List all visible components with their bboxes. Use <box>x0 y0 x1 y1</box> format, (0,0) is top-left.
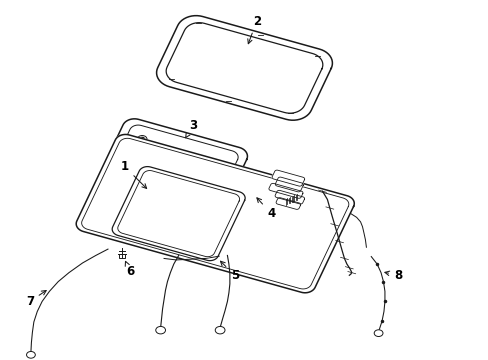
Polygon shape <box>276 198 300 210</box>
Text: 1: 1 <box>121 161 146 188</box>
Text: 7: 7 <box>26 291 46 308</box>
Polygon shape <box>156 16 332 120</box>
Polygon shape <box>268 183 303 198</box>
Polygon shape <box>275 177 303 192</box>
Circle shape <box>373 330 382 337</box>
Text: 4: 4 <box>256 198 275 220</box>
Circle shape <box>137 135 147 143</box>
Text: 8: 8 <box>384 269 402 282</box>
Text: 5: 5 <box>220 261 238 282</box>
Polygon shape <box>166 23 322 113</box>
Text: 3: 3 <box>185 119 197 138</box>
Text: 6: 6 <box>125 261 134 278</box>
Circle shape <box>140 138 144 141</box>
Polygon shape <box>115 119 247 181</box>
Circle shape <box>215 327 224 334</box>
Bar <box>119 253 124 258</box>
Text: 2: 2 <box>247 15 260 44</box>
Polygon shape <box>112 167 244 261</box>
Circle shape <box>26 351 35 358</box>
Polygon shape <box>81 138 348 289</box>
Circle shape <box>156 327 165 334</box>
Polygon shape <box>118 171 239 257</box>
Polygon shape <box>271 170 304 186</box>
Polygon shape <box>275 190 304 204</box>
Polygon shape <box>124 125 238 175</box>
Polygon shape <box>76 135 353 293</box>
